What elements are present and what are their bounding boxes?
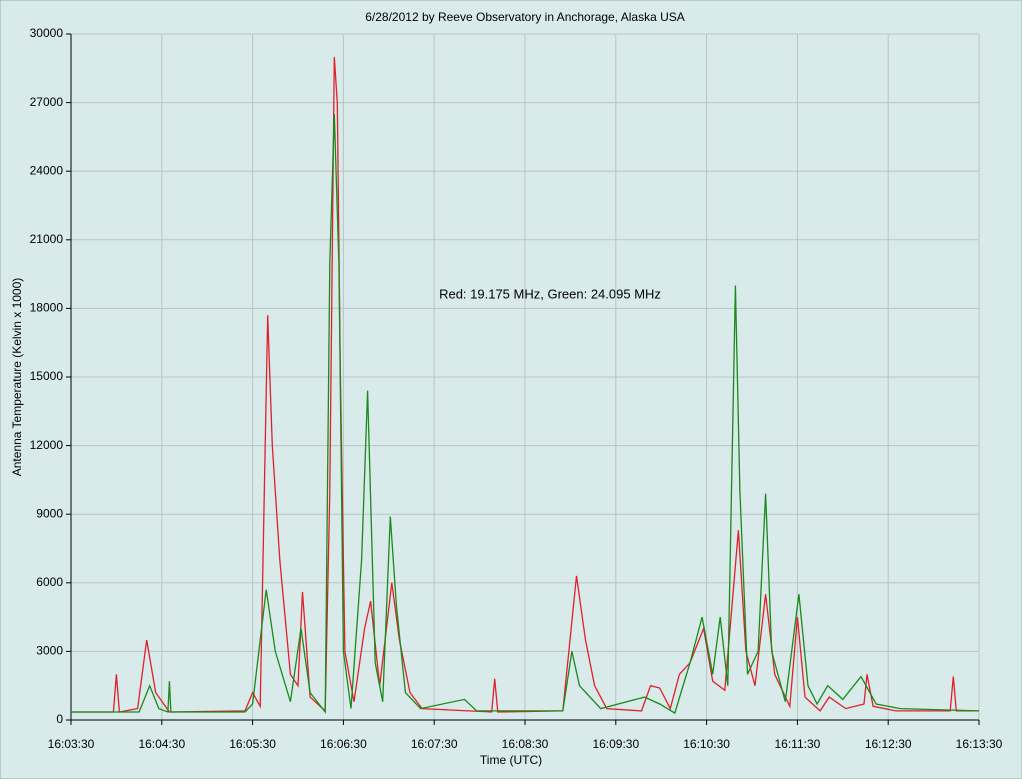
y-tick-label: 0 [56,712,63,726]
x-tick-label: 16:07:30 [411,737,458,751]
x-tick-label: 16:06:30 [320,737,367,751]
y-tick-label: 9000 [36,506,63,520]
annotation: Red: 19.175 MHz, Green: 24.095 MHz [439,286,661,301]
x-tick-label: 16:10:30 [683,737,730,751]
line-series [71,113,980,715]
y-tick-label: 27000 [30,95,64,109]
x-tick-label: 16:09:30 [592,737,639,751]
y-tick-label: 21000 [30,232,64,246]
x-tick-label: 16:11:30 [774,737,820,751]
y-axis-label: Antenna Temperature (Kelvin x 1000) [10,278,24,477]
y-tick-label: 3000 [36,644,63,658]
y-tick-label: 6000 [36,575,63,589]
x-tick-label: 16:08:30 [502,737,549,751]
chart-title: 6/28/2012 by Reeve Observatory in Anchor… [365,10,685,24]
y-tick-label: 15000 [30,369,64,383]
x-tick-label: 16:05:30 [229,737,276,751]
x-tick-label: 16:12:30 [865,737,912,751]
line-series [71,56,979,713]
x-tick-label: 16:03:30 [48,737,95,751]
y-tick-label: 30000 [30,26,64,40]
y-tick-label: 18000 [30,301,64,315]
x-tick-label: 16:04:30 [138,737,185,751]
y-tick-label: 24000 [30,163,64,177]
x-axis-label: Time (UTC) [480,753,542,767]
y-tick-label: 12000 [30,438,64,452]
x-tick-label: 16:13:30 [956,737,1003,751]
